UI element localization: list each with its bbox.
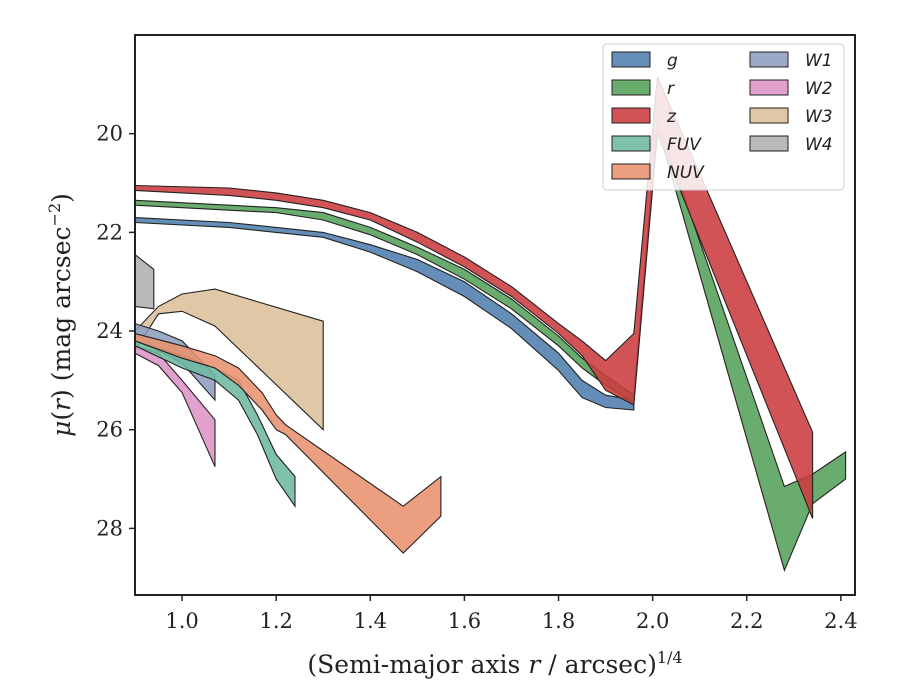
x-tick-label: 2.4 <box>824 609 857 633</box>
y-tick-label: 20 <box>96 122 123 146</box>
legend-label: W2 <box>805 79 833 99</box>
legend-label: W1 <box>805 51 833 71</box>
x-tick-label: 1.2 <box>259 609 292 633</box>
legend-label: g <box>667 51 678 71</box>
x-axis-label: (Semi-major axis r / arcsec)1/4 <box>307 648 682 679</box>
plot-frame <box>134 34 856 596</box>
y-tick-label: 28 <box>96 516 123 540</box>
legend-label: W3 <box>805 107 833 127</box>
legend-swatch <box>611 107 651 124</box>
legend-label: W4 <box>805 135 833 155</box>
legend: grz FUV NUV W1 W2 W3 W4 <box>602 43 845 191</box>
legend-swatch <box>611 51 651 68</box>
legend-swatch <box>749 107 789 124</box>
legend-swatch <box>611 79 651 96</box>
x-tick-label: 2.2 <box>730 609 763 633</box>
legend-label: FUV <box>667 135 702 155</box>
series-band-w2 <box>135 345 216 467</box>
legend-swatch <box>749 79 789 96</box>
x-tick-label: 1.6 <box>448 609 481 633</box>
series-band-w4 <box>135 253 155 310</box>
x-tick-label: 1.8 <box>542 609 575 633</box>
legend-swatch <box>749 51 789 68</box>
legend-label: r <box>667 79 675 99</box>
series-layer <box>135 76 847 572</box>
series-band-w3 <box>135 288 324 431</box>
y-tick-label: 22 <box>96 220 123 244</box>
x-tick-label: 1.0 <box>165 609 198 633</box>
legend-swatch <box>611 163 651 180</box>
legend-label: NUV <box>667 163 705 183</box>
y-tick-label: 26 <box>96 418 123 442</box>
legend-swatch <box>749 135 789 152</box>
x-axis: 1.0 1.2 1.4 1.6 1.8 2.0 2.2 2.4 <box>165 595 858 633</box>
series-band-r <box>135 118 847 572</box>
y-axis-label: μ(r) (mag arcsec−2) <box>45 193 76 437</box>
series-band-nuv <box>135 332 442 554</box>
x-tick-label: 2.0 <box>636 609 669 633</box>
y-axis: 20 22 24 26 28 <box>96 122 135 540</box>
legend-label: z <box>666 107 677 127</box>
legend-swatch <box>611 135 651 152</box>
y-tick-label: 24 <box>96 319 123 343</box>
series-band-z <box>135 76 814 519</box>
x-tick-label: 1.4 <box>354 609 387 633</box>
series-band-g <box>135 217 635 411</box>
